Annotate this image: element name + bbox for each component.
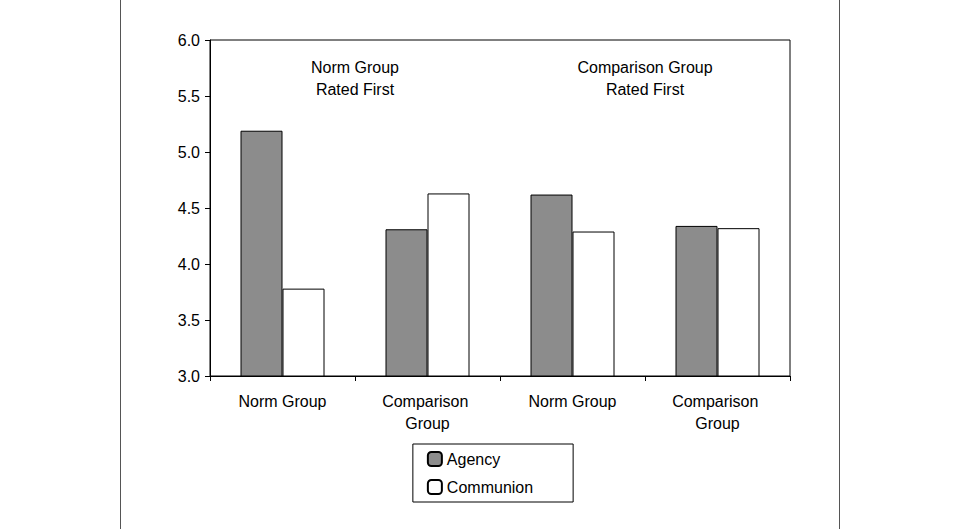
svg-text:4.0: 4.0 xyxy=(178,256,200,273)
svg-text:Communion: Communion xyxy=(447,479,533,496)
svg-text:Comparison: Comparison xyxy=(382,393,473,410)
svg-text:Comparison Group: Comparison Group xyxy=(577,59,712,76)
svg-text:4.5: 4.5 xyxy=(178,200,200,217)
svg-text:6.0: 6.0 xyxy=(178,32,200,49)
svg-text:Norm Group: Norm Group xyxy=(311,59,399,76)
svg-text:Agency: Agency xyxy=(447,451,500,468)
svg-text:3.0: 3.0 xyxy=(178,368,200,385)
svg-text:Group: Group xyxy=(695,415,740,432)
svg-text:Rated First: Rated First xyxy=(316,81,395,98)
svg-text:3.5: 3.5 xyxy=(178,312,200,329)
svg-text:Group: Group xyxy=(405,415,450,432)
svg-text:Norm Group: Norm Group xyxy=(528,393,616,410)
svg-text:5.0: 5.0 xyxy=(178,144,200,161)
svg-text:Comparison: Comparison xyxy=(672,393,763,410)
svg-text:5.5: 5.5 xyxy=(178,88,200,105)
svg-text:Rated First: Rated First xyxy=(606,81,685,98)
svg-text:Norm Group: Norm Group xyxy=(238,393,326,410)
